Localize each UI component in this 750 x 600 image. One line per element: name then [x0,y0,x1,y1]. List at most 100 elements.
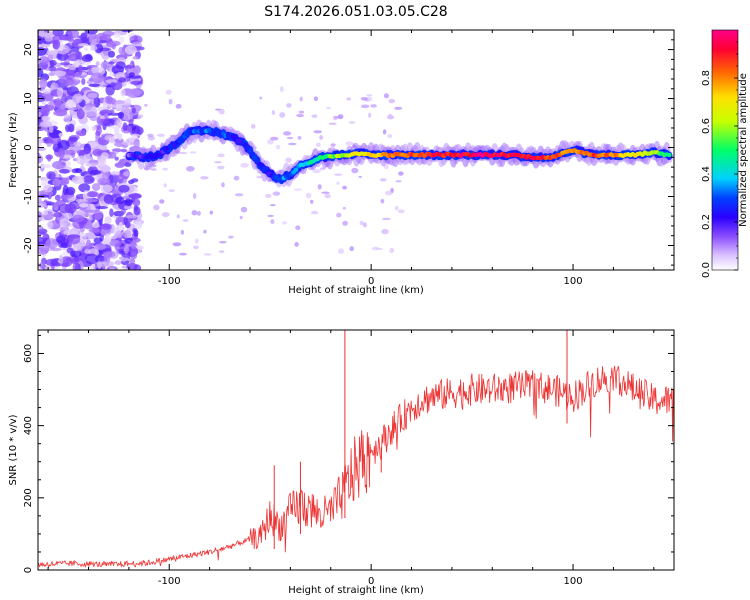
noise-blob [315,142,321,147]
noise-blob [91,125,97,132]
noise-blob [71,175,85,185]
noise-blob [100,152,109,160]
noise-blob [388,99,395,104]
noise-blob [38,56,50,65]
noise-blob [89,115,98,121]
noise-blob [75,199,88,203]
noise-blob [114,156,119,161]
noise-blob [200,176,209,180]
noise-blob [234,193,244,197]
noise-blob [218,108,225,115]
noise-blob [131,107,136,114]
noise-blob [68,136,78,142]
noise-blob [110,235,117,240]
noise-blob [73,242,82,251]
spectrogram-xtick-label: -100 [158,276,181,287]
noise-blob [129,89,143,95]
noise-blob [55,97,62,109]
colorbar-label: Normalized spectral amplitude [738,73,749,227]
noise-blob [82,104,93,111]
noise-blob [228,235,234,239]
noise-blob [123,171,129,177]
noise-blob [67,30,80,39]
noise-blob [380,198,385,204]
noise-blob [123,245,129,254]
noise-blob [39,78,48,89]
noise-blob [194,238,199,244]
noise-blob [272,191,281,196]
noise-blob [348,121,356,124]
noise-blob [176,214,180,219]
noise-blob [359,220,364,226]
noise-blob [75,130,86,136]
noise-blob [67,123,75,133]
colorbar-ticks: 0.0 0.2 0.4 0.6 0.8 [701,41,738,278]
noise-blob [366,94,373,97]
noise-blob [124,221,131,229]
noise-blob [121,113,133,121]
noise-blob [67,197,74,203]
noise-blob [286,136,294,140]
noise-blob [219,250,225,253]
noise-blob [214,161,222,164]
colorbar-tick-label: 0.4 [701,166,712,182]
noise-blob [147,133,154,138]
noise-blob [56,235,66,244]
noise-blob [93,213,103,221]
noise-blob [321,191,330,194]
noise-blob [265,193,272,198]
noise-blob [282,221,287,225]
noise-blob [193,193,197,199]
noise-blob [108,50,115,58]
snr-xtick-label: 100 [564,576,583,587]
noise-blob [115,230,123,239]
noise-blob [217,165,225,170]
noise-blob [336,181,340,185]
noise-blob [95,205,108,210]
noise-blob [38,231,46,236]
noise-blob [219,241,227,244]
noise-blob [330,143,336,147]
noise-blob [108,61,115,65]
noise-blob [275,144,281,150]
snr-ytick-label: 400 [23,416,34,435]
snr-panel: -100 0 100 0 200 400 600 Height of straight li… [8,329,675,596]
noise-blob [150,168,157,171]
noise-blob [85,239,92,251]
noise-blob [279,112,286,118]
noise-blob [110,171,121,176]
noise-blob [67,38,74,42]
noise-blob [58,168,70,174]
noise-blob [310,199,314,204]
noise-blob [38,143,43,147]
spectrogram-xtick-label: 0 [368,276,374,287]
noise-blob [191,210,198,216]
noise-blob [56,52,69,61]
noise-blob [65,70,76,81]
noise-blob [41,115,51,122]
noise-blob [388,113,392,118]
noise-blob [88,34,101,46]
noise-blob [137,114,144,119]
colorbar-gradient [712,30,738,270]
noise-blob [121,252,133,258]
noise-blob [64,82,78,87]
noise-blob [279,86,284,93]
noise-blob [118,36,125,43]
noise-blob [60,256,73,267]
noise-blob [180,229,184,235]
noise-blob [270,136,279,141]
noise-blob [39,30,45,38]
noise-blob [52,30,64,37]
noise-blob [346,97,352,101]
noise-blob [63,114,71,123]
noise-blob [116,117,123,128]
noise-blob [45,258,59,267]
noise-blob [67,241,73,248]
noise-blob [115,61,126,70]
noise-blob [109,109,115,114]
noise-blob [75,168,83,174]
noise-blob [362,222,367,228]
noise-blob [382,129,387,135]
noise-blob [398,171,404,176]
